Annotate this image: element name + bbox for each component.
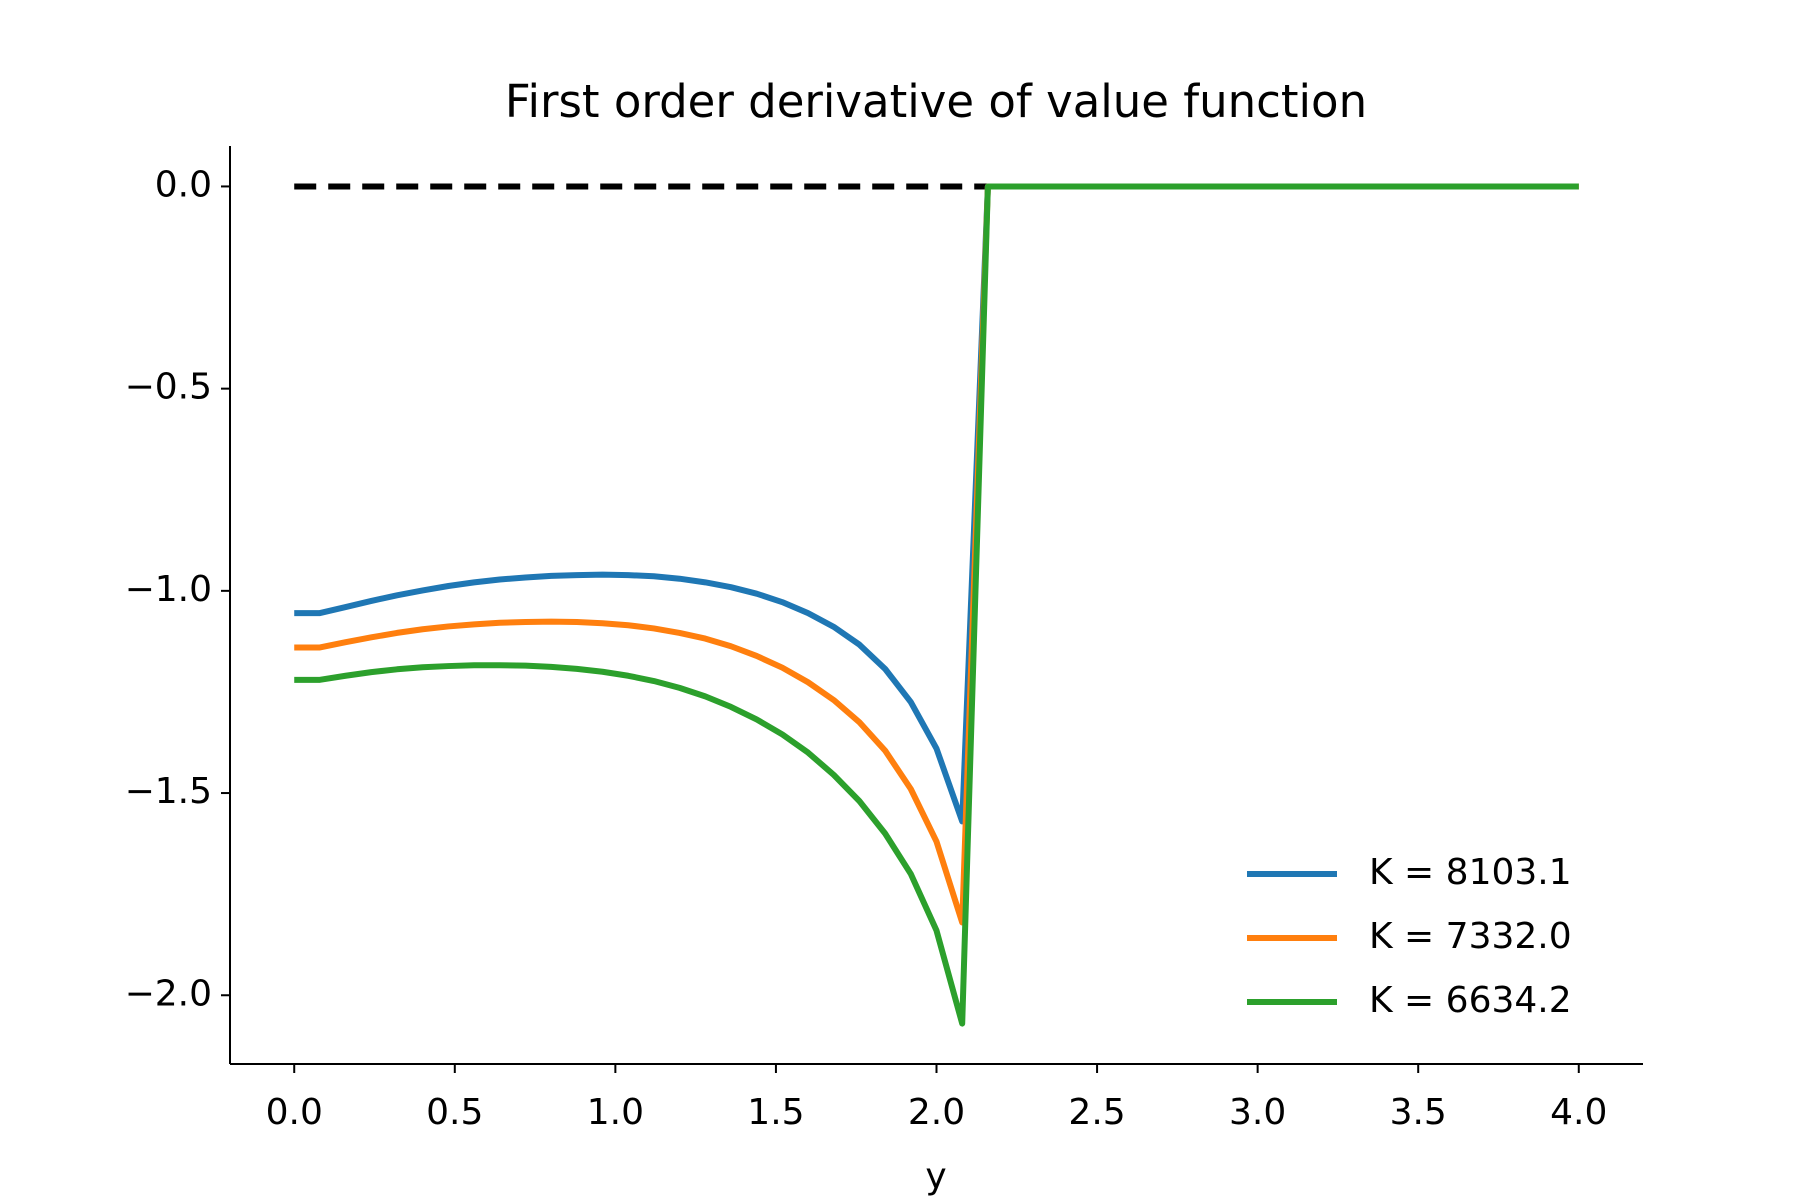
x-tick-label: 3.5 [1390, 1092, 1447, 1133]
x-tick-label: 1.5 [747, 1092, 804, 1133]
y-tick-label: −2.0 [125, 973, 212, 1014]
y-tick-label: 0.0 [155, 164, 212, 205]
legend-label: K = 8103.1 [1369, 852, 1572, 893]
y-tick-label: −1.0 [125, 569, 212, 610]
chart-title: First order derivative of value function [505, 75, 1367, 128]
legend-label: K = 6634.2 [1369, 980, 1572, 1021]
x-axis-label: y [925, 1156, 946, 1197]
x-tick-label: 2.5 [1068, 1092, 1125, 1133]
x-tick-label: 0.5 [426, 1092, 483, 1133]
x-tick-label: 1.0 [587, 1092, 644, 1133]
legend-label: K = 7332.0 [1369, 916, 1572, 957]
series-line [294, 183, 1579, 1027]
x-tick-label: 4.0 [1550, 1092, 1607, 1133]
x-tick-label: 3.0 [1229, 1092, 1286, 1133]
x-tick-label: 2.0 [908, 1092, 965, 1133]
y-tick-label: −1.5 [125, 771, 212, 812]
x-tick-label: 0.0 [266, 1092, 323, 1133]
y-tick-label: −0.5 [125, 367, 212, 408]
